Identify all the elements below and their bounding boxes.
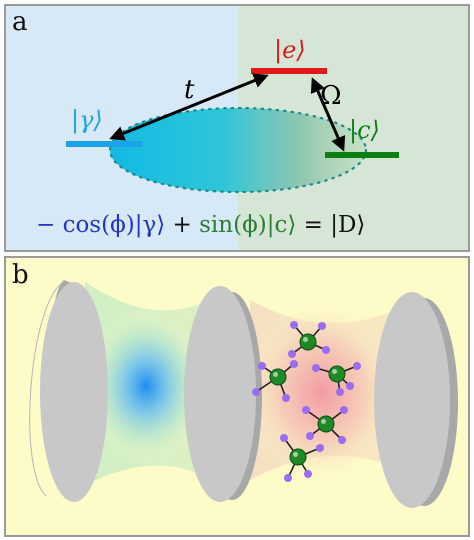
hydrogen-atom [304, 470, 312, 478]
mirror-left [29, 280, 108, 502]
coupling-t-arrow [109, 73, 269, 141]
hydrogen-atom [306, 432, 314, 440]
molecule [288, 321, 330, 358]
hydrogen-atom [258, 362, 266, 370]
label-omega: Ω [320, 81, 342, 111]
label-t: t [184, 75, 195, 105]
hydrogen-atom [284, 474, 292, 482]
molecule [312, 362, 361, 396]
hydrogen-atom [322, 346, 330, 354]
panel-b: b [4, 256, 470, 537]
equation-plus: + [165, 212, 199, 238]
hydrogen-atom [290, 360, 298, 368]
hydrogen-atom [290, 321, 298, 329]
hydrogen-atom [318, 322, 326, 330]
dark-state-equation: − cos(ϕ)|γ⟩ + sin(ϕ)|c⟩ = |D⟩ [36, 212, 365, 238]
hydrogen-atom [312, 364, 320, 372]
central-atom [328, 365, 346, 383]
equation-part-photon: − cos(ϕ)|γ⟩ [36, 212, 165, 238]
label-e: |e⟩ [274, 36, 306, 65]
equation-result: = |D⟩ [296, 212, 365, 238]
hydrogen-atom [346, 382, 354, 390]
atom-highlight [293, 452, 298, 457]
panel-a-frame [4, 4, 470, 252]
level-c [325, 152, 399, 158]
atom-highlight [332, 369, 337, 374]
hydrogen-atom [302, 406, 310, 414]
hydrogen-atom [252, 388, 260, 396]
equation-part-molecule: sin(ϕ)|c⟩ [199, 212, 296, 238]
label-gamma: |γ⟩ [71, 106, 103, 135]
central-atom [269, 368, 287, 386]
mirror-middle [184, 286, 262, 502]
label-c: |c⟩ [349, 116, 380, 145]
hydrogen-atom [288, 350, 296, 358]
atom-highlight [273, 372, 278, 377]
hydrogen-atom [280, 434, 288, 442]
molecule [280, 434, 324, 482]
panel-a-letter: a [12, 7, 28, 37]
panel-b-letter: b [12, 260, 29, 290]
coupling-ellipse [108, 106, 368, 194]
atom-highlight [303, 337, 308, 342]
photon-glow [84, 308, 208, 464]
mirror-right [374, 292, 458, 508]
central-atom [299, 333, 317, 351]
hydrogen-atom [282, 394, 290, 402]
hydrogen-atom [353, 362, 361, 370]
central-atom [289, 448, 307, 466]
central-atom [317, 415, 335, 433]
atom-highlight [321, 419, 326, 424]
panel-a: a |γ⟩ |e⟩ |c⟩ t Ω − cos(ϕ)|γ⟩ + sin(ϕ)|c… [4, 4, 470, 252]
molecule [302, 406, 348, 444]
molecule [252, 360, 298, 402]
level-e [251, 68, 327, 74]
hydrogen-atom [340, 406, 348, 414]
coupling-omega-arrow [310, 77, 346, 152]
hydrogen-atom [316, 444, 324, 452]
level-gamma [66, 141, 142, 147]
hydrogen-atom [336, 388, 344, 396]
hydrogen-atom [338, 436, 346, 444]
molecule-ensemble [252, 321, 361, 482]
